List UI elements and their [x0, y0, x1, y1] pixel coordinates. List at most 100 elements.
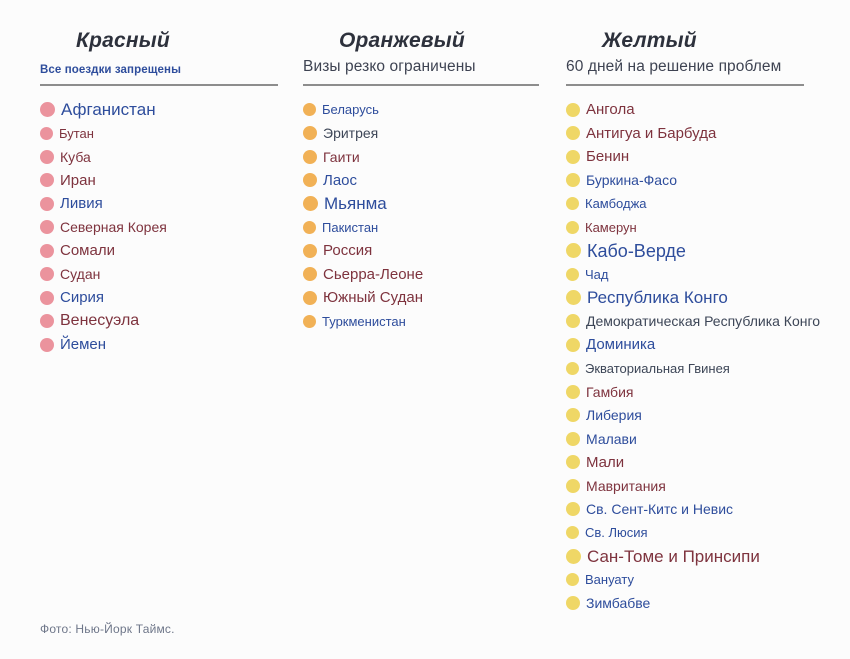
yellow-dot-icon	[566, 173, 580, 188]
country-label: Иран	[60, 171, 96, 189]
orange-dot-icon	[303, 149, 317, 164]
country-label: Мавритания	[586, 477, 666, 494]
orange-dot-icon	[303, 173, 317, 188]
list-item: Куба	[40, 145, 278, 169]
list-item: Россия	[303, 239, 539, 263]
list-item: Северная Корея	[40, 216, 278, 240]
list-item: Доминика	[566, 333, 804, 357]
divider	[40, 84, 278, 86]
list-item: Республика Конго	[566, 286, 804, 310]
list-item: Эритрея	[303, 122, 539, 146]
red-dot-icon	[40, 126, 53, 140]
country-label: Либерия	[586, 407, 642, 424]
country-label: Св. Сент-Китс и Невис	[586, 501, 734, 518]
country-label: Судан	[60, 266, 101, 283]
country-label: Ливия	[60, 195, 103, 213]
list-item: Антигуа и Барбуда	[566, 122, 804, 146]
column-title-yellow: Желтый	[602, 29, 697, 52]
country-label: Доминика	[586, 336, 656, 354]
list-item: Гамбия	[566, 380, 804, 404]
orange-dot-icon	[303, 267, 317, 282]
list-item: Мьянма	[303, 192, 539, 216]
yellow-dot-icon	[566, 384, 580, 399]
country-list-red: Афганистан Бутан Куба Иран Ливия Северная Кор…	[40, 98, 278, 357]
red-dot-icon	[40, 220, 54, 235]
country-label: Южный Судан	[323, 289, 424, 307]
column-title-red: Красный	[76, 29, 170, 52]
country-label: Сирия	[60, 289, 105, 307]
divider	[566, 84, 804, 86]
list-item: Сомали	[40, 239, 278, 263]
red-dot-icon	[40, 267, 54, 282]
list-item: Кабо-Верде	[566, 239, 804, 263]
list-item: Св. Сент-Китс и Невис	[566, 498, 804, 522]
country-label: Экваториальная Гвинея	[585, 360, 730, 376]
country-label: Пакистан	[322, 219, 379, 235]
country-label: Камерун	[585, 219, 637, 235]
country-label: Демократическая Республика Конго	[586, 313, 821, 330]
divider	[303, 84, 539, 86]
yellow-dot-icon	[566, 548, 581, 564]
yellow-dot-icon	[566, 314, 580, 329]
list-item: Камерун	[566, 216, 804, 240]
list-item: Камбоджа	[566, 192, 804, 216]
list-item: Бенин	[566, 145, 804, 169]
country-label: Туркменистан	[322, 313, 406, 329]
orange-dot-icon	[303, 290, 317, 305]
country-label: Сомали	[60, 242, 115, 260]
orange-dot-icon	[303, 314, 316, 328]
country-label: Чад	[585, 266, 609, 282]
country-label: Афганистан	[61, 100, 156, 120]
list-item: Либерия	[566, 404, 804, 428]
list-item: Сьерра-Леоне	[303, 263, 539, 287]
yellow-dot-icon	[566, 573, 579, 587]
country-label: Камбоджа	[585, 196, 647, 212]
yellow-dot-icon	[566, 361, 579, 375]
yellow-dot-icon	[566, 455, 580, 470]
red-dot-icon	[40, 196, 54, 211]
country-label: Св. Люсия	[585, 525, 648, 541]
red-dot-icon	[40, 337, 54, 352]
column-orange: Оранжевый Визы резко ограничены Беларусь…	[303, 28, 539, 333]
country-label: Беларусь	[322, 102, 379, 118]
country-label: Бенин	[586, 148, 630, 166]
list-item: Бутан	[40, 122, 278, 146]
list-item: Ангола	[566, 98, 804, 122]
yellow-dot-icon	[566, 290, 581, 306]
country-label: Куба	[60, 148, 91, 165]
list-item: Зимбабве	[566, 592, 804, 616]
country-label: Россия	[323, 242, 373, 260]
column-title-orange: Оранжевый	[339, 29, 465, 52]
country-label: Бутан	[59, 125, 94, 141]
list-item: Беларусь	[303, 98, 539, 122]
red-dot-icon	[40, 173, 54, 188]
red-dot-icon	[40, 149, 54, 164]
country-label: Мьянма	[324, 194, 387, 214]
list-item: Туркменистан	[303, 310, 539, 334]
country-label: Вануату	[585, 572, 634, 588]
column-subtitle-orange: Визы резко ограничены	[303, 58, 476, 75]
column-subtitle-red: Все поездки запрещены	[40, 64, 181, 76]
list-item: Южный Судан	[303, 286, 539, 310]
country-list-yellow: Ангола Антигуа и Барбуда Бенин Буркина-Фасо…	[566, 98, 820, 616]
yellow-dot-icon	[566, 197, 579, 211]
list-item: Пакистан	[303, 216, 539, 240]
yellow-dot-icon	[566, 478, 580, 493]
country-label: Зимбабве	[586, 595, 651, 612]
country-label: Эритрея	[323, 125, 379, 142]
yellow-dot-icon	[566, 243, 581, 259]
list-item: Демократическая Республика Конго	[566, 310, 820, 334]
red-dot-icon	[40, 290, 54, 305]
list-item: Сан-Томе и Принсипи	[566, 545, 804, 569]
source-credit: Фото: Нью-Йорк Таймс.	[40, 622, 175, 636]
country-label: Сан-Томе и Принсипи	[587, 546, 760, 566]
list-item: Сирия	[40, 286, 278, 310]
yellow-dot-icon	[566, 267, 579, 281]
orange-dot-icon	[303, 243, 317, 258]
yellow-dot-icon	[566, 149, 580, 164]
list-item: Венесуэла	[40, 310, 278, 334]
country-label: Антигуа и Барбуда	[586, 124, 717, 142]
list-item: Лаос	[303, 169, 539, 193]
list-item: Ливия	[40, 192, 278, 216]
